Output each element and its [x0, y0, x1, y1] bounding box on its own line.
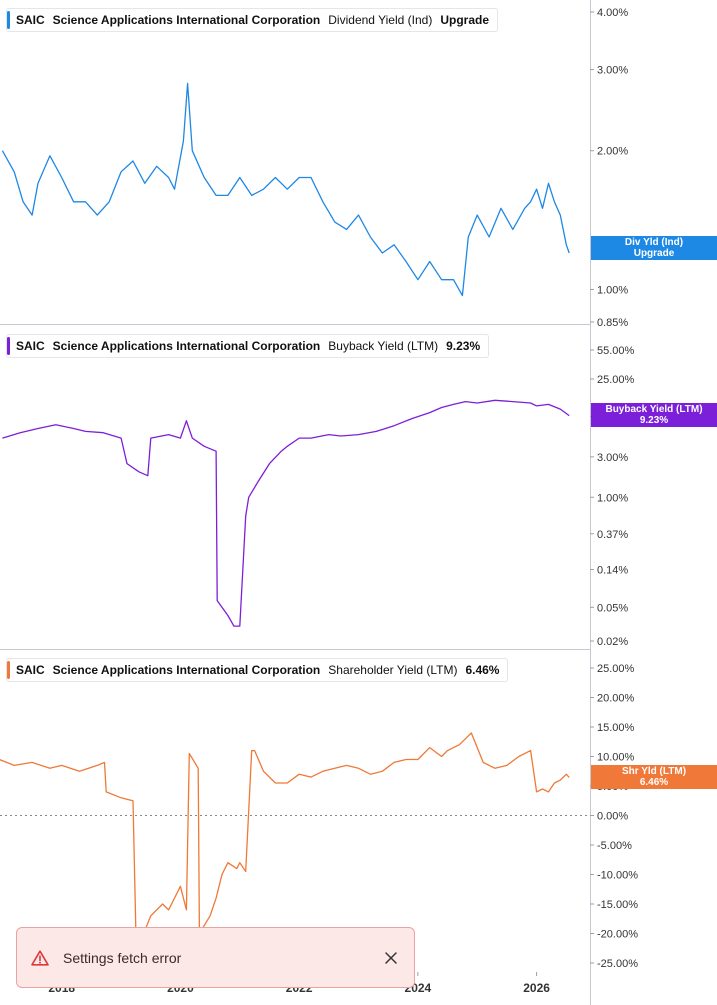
value-tag-title: Buyback Yield (LTM) — [605, 404, 703, 415]
legend-company: Science Applications International Corpo… — [52, 339, 321, 353]
y-tick-label: -5.00% — [597, 840, 632, 852]
series-layer — [0, 82, 570, 946]
y-tick-label: 0.85% — [597, 317, 628, 329]
legend-ticker: SAIC — [16, 339, 45, 353]
value-tag-value: Upgrade — [633, 248, 675, 259]
legend-metric: Dividend Yield (Ind) — [328, 13, 433, 27]
legend-color-bar — [7, 337, 10, 355]
y-tick-label: -20.00% — [597, 929, 638, 941]
y-tick-label: 0.02% — [597, 636, 628, 648]
legend-color-bar — [7, 661, 10, 679]
series-line — [0, 732, 570, 946]
y-tick-label: 10.00% — [597, 752, 635, 764]
y-tick-label: 0.05% — [597, 602, 628, 614]
y-tick-label: 25.00% — [597, 663, 635, 675]
legend-metric: Shareholder Yield (LTM) — [328, 663, 458, 677]
legend-ticker: SAIC — [16, 13, 45, 27]
y-tick-label: 0.00% — [597, 811, 628, 823]
y-tick-label: -15.00% — [597, 899, 638, 911]
y-tick-label: 4.00% — [597, 7, 628, 19]
legend-value: 9.23% — [446, 339, 481, 353]
legend-upgrade-link[interactable]: Upgrade — [440, 13, 490, 27]
legend-shareholder-yield[interactable]: SAIC Science Applications International … — [6, 658, 509, 682]
legend-color-bar — [7, 11, 10, 29]
legend-dividend-yield[interactable]: SAIC Science Applications International … — [6, 8, 499, 32]
axes-layer — [0, 0, 594, 1005]
y-tick-label: 55.00% — [597, 345, 635, 357]
error-toast: Settings fetch error — [16, 927, 415, 988]
legend-ticker: SAIC — [16, 663, 45, 677]
value-tag-title: Div Yld (Ind) — [624, 237, 684, 248]
value-tag-dividend-yield: Div Yld (Ind) Upgrade — [591, 236, 717, 260]
toast-message: Settings fetch error — [63, 949, 182, 966]
y-tick-label: 15.00% — [597, 722, 635, 734]
value-tag-value: 6.46% — [639, 777, 669, 788]
legend-company: Science Applications International Corpo… — [52, 13, 321, 27]
legend-metric: Buyback Yield (LTM) — [328, 339, 439, 353]
tick-label-layer: 4.00%3.00%2.00%1.00%0.85%55.00%25.00%9.0… — [48, 7, 638, 995]
y-tick-label: 0.14% — [597, 564, 628, 576]
y-tick-label: 25.00% — [597, 374, 635, 386]
y-tick-label: -10.00% — [597, 870, 638, 882]
y-tick-label: 2.00% — [597, 146, 628, 158]
value-tag-value: 9.23% — [639, 415, 669, 426]
legend-value: 6.46% — [465, 663, 500, 677]
y-tick-label: 1.00% — [597, 492, 628, 504]
legend-company: Science Applications International Corpo… — [52, 663, 321, 677]
legend-buyback-yield[interactable]: SAIC Science Applications International … — [6, 334, 490, 358]
value-tag-shareholder-yield: Shr Yld (LTM) 6.46% — [591, 765, 717, 789]
warning-triangle-icon — [31, 949, 49, 966]
y-tick-label: 1.00% — [597, 284, 628, 296]
y-tick-label: 20.00% — [597, 693, 635, 705]
value-tag-title: Shr Yld (LTM) — [621, 766, 687, 777]
series-line — [2, 399, 570, 627]
y-tick-label: -25.00% — [597, 958, 638, 970]
y-tick-label: 0.37% — [597, 529, 628, 541]
y-tick-label: 3.00% — [597, 452, 628, 464]
x-tick-label: 2026 — [523, 981, 550, 995]
value-tag-buyback-yield: Buyback Yield (LTM) 9.23% — [591, 403, 717, 427]
series-line — [1, 82, 570, 297]
y-tick-label: 3.00% — [597, 65, 628, 77]
close-icon[interactable] — [384, 951, 398, 965]
